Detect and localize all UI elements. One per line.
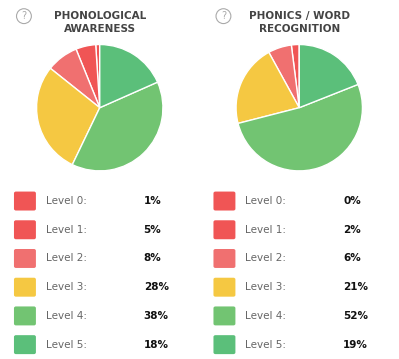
Text: 19%: 19% — [343, 340, 368, 350]
Wedge shape — [100, 45, 158, 108]
Wedge shape — [269, 45, 299, 108]
Text: Level 3:: Level 3: — [46, 282, 87, 292]
Text: Level 1:: Level 1: — [245, 225, 286, 235]
Text: Level 0:: Level 0: — [245, 196, 286, 206]
Wedge shape — [96, 45, 100, 108]
Text: Level 3:: Level 3: — [245, 282, 286, 292]
Text: Level 1:: Level 1: — [46, 225, 87, 235]
Text: 52%: 52% — [343, 311, 368, 321]
FancyBboxPatch shape — [213, 249, 235, 268]
Wedge shape — [50, 49, 100, 108]
Wedge shape — [238, 84, 362, 171]
Text: Level 4:: Level 4: — [245, 311, 286, 321]
Text: 38%: 38% — [144, 311, 169, 321]
Text: ?: ? — [22, 11, 26, 21]
FancyBboxPatch shape — [213, 335, 235, 354]
Text: PHONICS / WORD
RECOGNITION: PHONICS / WORD RECOGNITION — [249, 11, 350, 34]
Text: Level 5:: Level 5: — [245, 340, 286, 350]
Text: 2%: 2% — [343, 225, 361, 235]
FancyBboxPatch shape — [213, 220, 235, 239]
Wedge shape — [72, 82, 163, 171]
Text: 18%: 18% — [144, 340, 169, 350]
FancyBboxPatch shape — [14, 192, 36, 210]
Text: 5%: 5% — [144, 225, 161, 235]
Wedge shape — [37, 68, 100, 165]
FancyBboxPatch shape — [14, 220, 36, 239]
FancyBboxPatch shape — [14, 335, 36, 354]
FancyBboxPatch shape — [14, 278, 36, 297]
Text: 8%: 8% — [144, 253, 161, 264]
Wedge shape — [76, 45, 100, 108]
Text: PHONOLOGICAL
AWARENESS: PHONOLOGICAL AWARENESS — [53, 11, 146, 34]
FancyBboxPatch shape — [213, 192, 235, 210]
FancyBboxPatch shape — [14, 249, 36, 268]
Text: Level 2:: Level 2: — [245, 253, 286, 264]
Wedge shape — [236, 52, 299, 123]
Text: 28%: 28% — [144, 282, 169, 292]
Text: Level 0:: Level 0: — [46, 196, 87, 206]
Text: 21%: 21% — [343, 282, 368, 292]
FancyBboxPatch shape — [213, 278, 235, 297]
Text: Level 4:: Level 4: — [46, 311, 87, 321]
FancyBboxPatch shape — [213, 307, 235, 325]
Text: Level 5:: Level 5: — [46, 340, 87, 350]
Text: Level 2:: Level 2: — [46, 253, 87, 264]
Text: ?: ? — [221, 11, 226, 21]
FancyBboxPatch shape — [14, 307, 36, 325]
Wedge shape — [291, 45, 299, 108]
Text: 0%: 0% — [343, 196, 361, 206]
Text: 1%: 1% — [144, 196, 161, 206]
Wedge shape — [299, 45, 358, 108]
Text: 6%: 6% — [343, 253, 361, 264]
